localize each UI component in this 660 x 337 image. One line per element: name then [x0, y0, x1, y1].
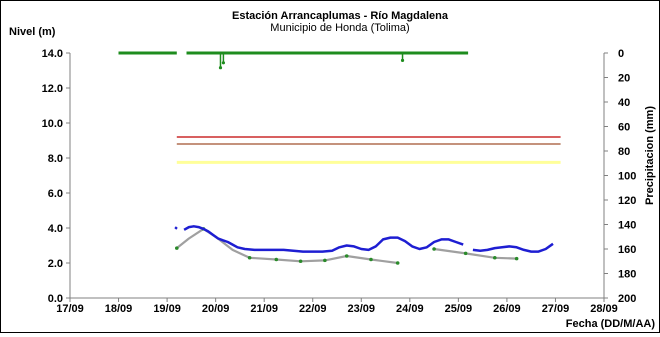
forecast-point: [514, 256, 519, 261]
x-tick-label: 28/09: [590, 303, 618, 315]
x-tick-label: 25/09: [445, 303, 473, 315]
x-tick-label: 21/09: [250, 303, 278, 315]
forecast-line: [176, 227, 398, 265]
y-tick-label: 14.0: [42, 48, 63, 60]
forecast-line: [433, 247, 517, 260]
y-tick-label: 0.0: [48, 293, 63, 305]
y2-tick-label: 40: [618, 97, 630, 109]
y-tick-label: 12.0: [42, 83, 63, 95]
forecast-point: [274, 257, 279, 262]
y2-tick-label: 140: [618, 220, 636, 232]
precipitation-point: [221, 61, 226, 65]
y-tick-label: 8.0: [48, 153, 63, 165]
forecast-point: [175, 246, 179, 250]
forecast-point: [323, 258, 327, 263]
y2-tick-label: 100: [618, 171, 636, 183]
x-tick-label: 20/09: [202, 303, 230, 315]
y-tick-label: 2.0: [48, 258, 63, 270]
forecast-point: [369, 257, 373, 262]
precipitation-point: [400, 58, 405, 62]
chart-svg: Estación Arrancaplumas - Río Magdalena M…: [9, 10, 656, 330]
chart-title: Estación Arrancaplumas - Río Magdalena: [232, 10, 449, 22]
y2-tick-label: 160: [618, 244, 636, 256]
y2-tick-label: 60: [618, 122, 630, 134]
forecast-point: [344, 254, 349, 258]
forecast-point: [247, 255, 252, 260]
level-line: [183, 225, 464, 253]
axes-group: 0.0 2.0 4.0 6.0 8.0 10.0 12.0 14.0 0 20 40 60 80 100 1…: [42, 48, 637, 315]
chart-subtitle: Municipio de Honda (Tolima): [270, 22, 409, 34]
x-tick-label: 27/09: [542, 303, 570, 315]
x-tick-label: 23/09: [348, 303, 376, 315]
y2-tick-label: 180: [618, 269, 636, 281]
y2-tick-label: 200: [618, 293, 636, 305]
level-line: [174, 226, 178, 230]
x-tick-label: 26/09: [493, 303, 521, 315]
threshold-lines: [176, 136, 561, 164]
x-tick-label: 24/09: [396, 303, 424, 315]
y2-tick-label: 0: [618, 48, 624, 60]
precipitation-point: [218, 66, 223, 70]
x-tick-label: 18/09: [105, 303, 133, 315]
y-tick-label: 4.0: [48, 223, 63, 235]
y2-tick-label: 120: [618, 195, 636, 207]
x-axis-label: Fecha (DD/M/AA): [566, 318, 656, 330]
level-line: [472, 242, 554, 253]
y-tick-label: 10.0: [42, 118, 63, 130]
x-tick-label: 17/09: [56, 303, 84, 315]
forecast-point: [395, 261, 400, 265]
y2-tick-label: 20: [618, 73, 630, 85]
forecast-point: [492, 255, 497, 260]
series-group: [118, 51, 554, 265]
forecast-point: [463, 251, 468, 256]
x-tick-label: 22/09: [299, 303, 327, 315]
x-tick-label: 19/09: [153, 303, 181, 315]
y2-axis-label: Precipitacion (mm): [644, 106, 656, 205]
y-axis-label: Nivel (m): [9, 26, 56, 38]
forecast-point: [432, 247, 436, 251]
y2-tick-label: 80: [618, 146, 630, 158]
forecast-point: [298, 259, 303, 264]
y-tick-label: 6.0: [48, 188, 63, 200]
